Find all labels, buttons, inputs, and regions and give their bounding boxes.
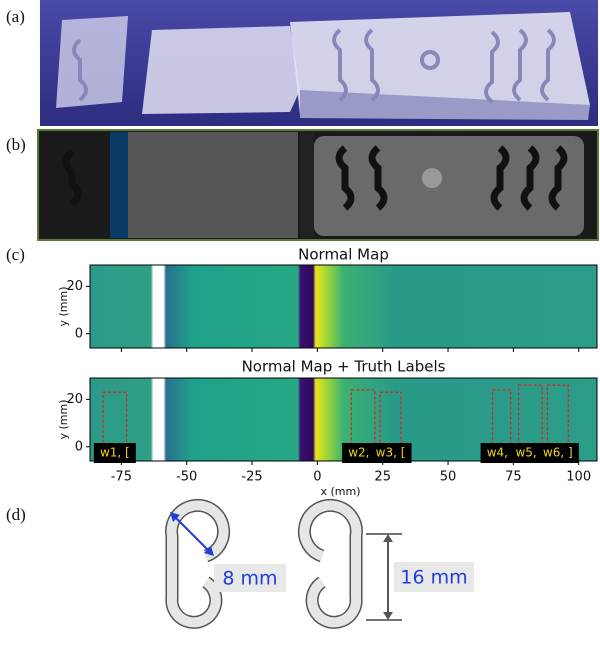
dimension-label: 16 mm <box>400 567 467 589</box>
figure: (a) (b) (c) (d) <box>0 0 600 653</box>
x-tick-label: 50 <box>440 470 457 485</box>
y-tick-label: 0 <box>75 439 83 454</box>
photo-image <box>38 130 598 240</box>
y-tick-label: 0 <box>75 326 83 341</box>
panel-label: (d) <box>6 505 26 524</box>
panel-label: (b) <box>6 135 26 154</box>
truth-label: w6, ] <box>543 446 573 460</box>
dimension-label: 8 mm <box>222 568 277 590</box>
x-tick-label: 25 <box>374 470 391 485</box>
x-tick-label: 100 <box>566 470 591 485</box>
x-axis-label: x (mm) <box>320 485 360 498</box>
y-axis-label: y (mm) <box>57 286 70 326</box>
x-tick-label: 0 <box>313 470 321 485</box>
plot-title: Normal Map + Truth Labels <box>242 358 446 376</box>
x-tick-label: -50 <box>176 470 197 485</box>
truth-label: w1, [ <box>100 446 130 460</box>
clip-diagram <box>170 505 474 622</box>
heatmap <box>90 265 597 348</box>
x-tick-label: 75 <box>505 470 522 485</box>
panel-label: (a) <box>6 7 25 26</box>
plot-title: Normal Map <box>298 246 389 264</box>
truth-label: w3, [ <box>376 446 406 460</box>
x-tick-label: -75 <box>111 470 132 485</box>
panel-label: (c) <box>6 245 25 264</box>
x-tick-label: -25 <box>241 470 262 485</box>
y-axis-label: y (mm) <box>57 399 70 439</box>
point-cloud-image <box>40 0 598 126</box>
